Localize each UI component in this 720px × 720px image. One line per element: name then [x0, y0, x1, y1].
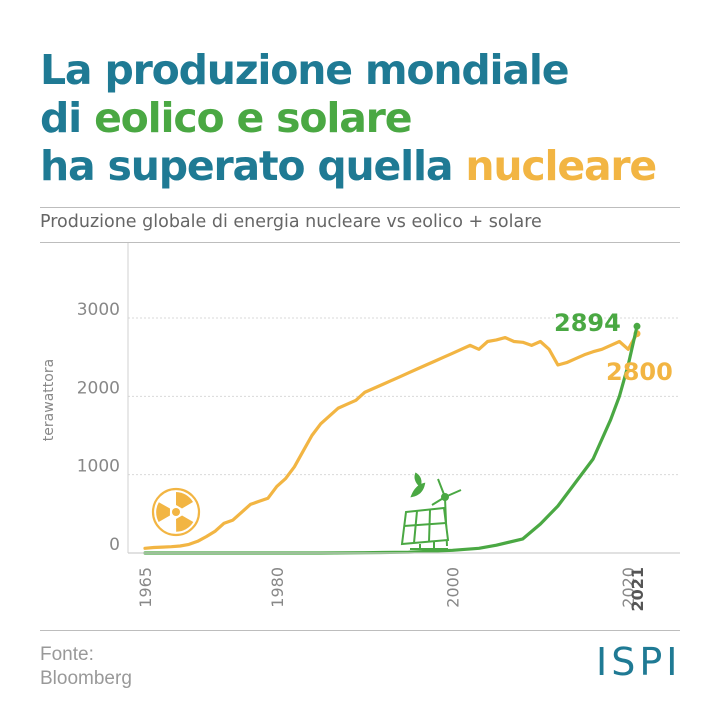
chart-subtitle: Produzione globale di energia nucleare v… — [40, 212, 542, 232]
title-nuclear-highlight: nucleare — [465, 142, 657, 190]
title-line-3-prefix: ha superato quella — [40, 142, 466, 190]
series-lines — [143, 322, 641, 555]
series-end-point-1 — [633, 322, 641, 330]
wind-solar-icon — [400, 472, 462, 550]
radiation-icon — [151, 487, 201, 537]
bottom-divider — [40, 630, 680, 631]
x-tick-label: 1980 — [268, 567, 287, 608]
source-name: Bloomberg — [40, 668, 132, 689]
x-tick-label: 2021 — [628, 567, 647, 612]
x-tick-label: 1965 — [136, 567, 155, 608]
x-tick-label: 2000 — [444, 567, 463, 608]
y-tick-label: 2000 — [77, 378, 120, 398]
x-tick-label: 2020 — [619, 567, 638, 608]
grid-lines — [128, 317, 680, 476]
y-tick-labels: 0 1000 2000 3000 — [77, 300, 120, 555]
chart-title: La produzione mondiale di eolico e solar… — [40, 46, 700, 190]
source-note: Fonte: Bloomberg — [40, 643, 132, 691]
series-line-1 — [143, 324, 639, 555]
end-labels: 2800 2894 — [554, 309, 673, 386]
title-wind-solar-highlight: eolico e solare — [94, 94, 412, 142]
y-tick-label: 1000 — [77, 457, 120, 477]
title-line-1: La produzione mondiale — [40, 46, 570, 94]
title-line-2-prefix: di — [40, 94, 95, 142]
subtitle-divider — [40, 242, 680, 243]
y-tick-label: 0 — [109, 535, 120, 555]
top-divider — [40, 207, 680, 208]
ispi-logo: ISPI — [596, 640, 682, 684]
y-axis-label: terawattora — [41, 359, 57, 441]
source-label: Fonte: — [40, 644, 94, 665]
wind-solar-end-label: 2894 — [554, 309, 621, 337]
series-line-0 — [143, 332, 639, 550]
y-tick-label: 3000 — [77, 300, 120, 320]
nuclear-end-label: 2800 — [606, 358, 673, 386]
